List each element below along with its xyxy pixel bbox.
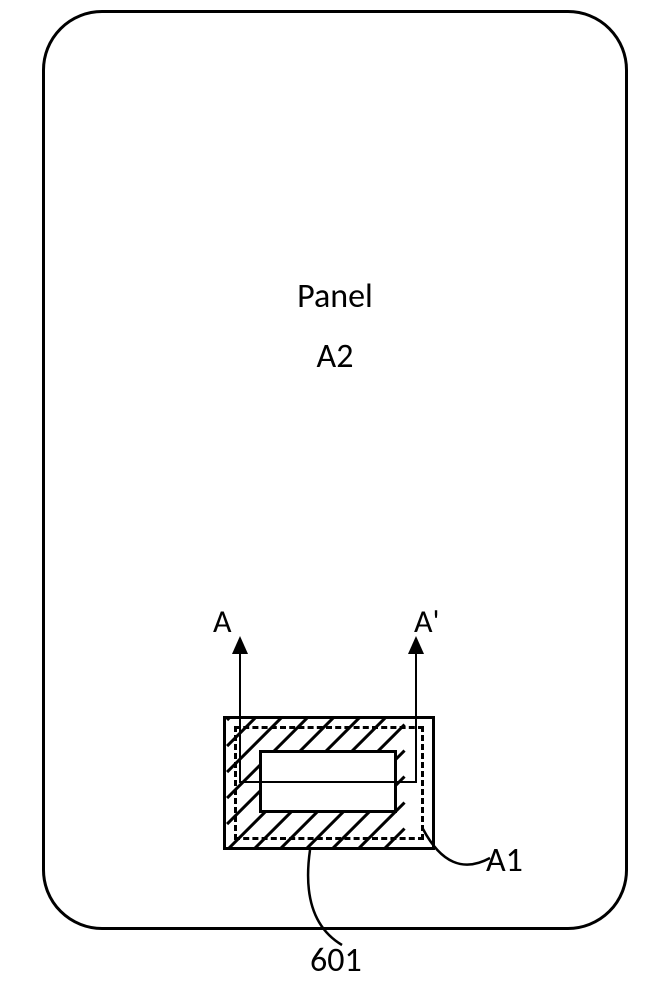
- callout-curve-601: [0, 0, 672, 1000]
- callout-label-601: 601: [310, 940, 362, 981]
